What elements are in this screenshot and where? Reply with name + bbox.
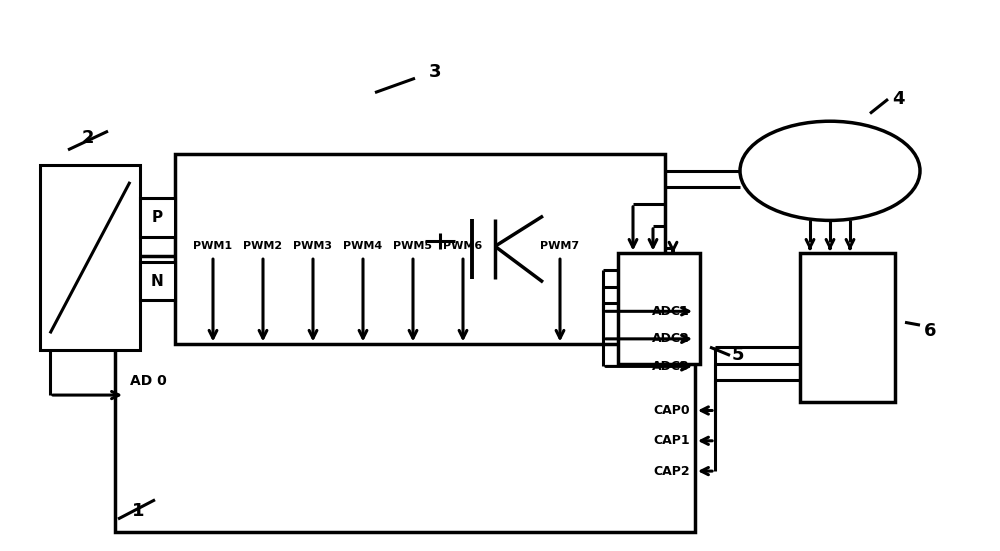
Text: PWM3: PWM3 (294, 241, 332, 251)
Text: CAP1: CAP1 (653, 434, 690, 447)
Bar (40, 165, 140, 350)
Bar (140, 198, 175, 237)
Text: PWM2: PWM2 (243, 241, 283, 251)
Text: PWM5: PWM5 (394, 241, 432, 251)
Text: 6: 6 (924, 322, 936, 339)
Text: AD 0: AD 0 (130, 374, 167, 388)
Text: 3: 3 (429, 63, 441, 80)
Text: PWM4: PWM4 (343, 241, 383, 251)
Text: PWM1: PWM1 (193, 241, 233, 251)
Text: PWM6: PWM6 (443, 241, 483, 251)
Bar (175, 154, 665, 344)
Bar (140, 262, 175, 300)
Bar (618, 253, 700, 364)
Text: P: P (152, 210, 163, 225)
Text: ADC3: ADC3 (652, 360, 690, 373)
Text: 2: 2 (82, 129, 94, 147)
Text: 5: 5 (732, 347, 744, 364)
Text: CAP0: CAP0 (653, 404, 690, 417)
Text: CAP2: CAP2 (653, 464, 690, 478)
Text: ADC1: ADC1 (652, 305, 690, 318)
Text: N: N (151, 273, 164, 289)
Text: ADC2: ADC2 (652, 332, 690, 345)
Text: PWM7: PWM7 (540, 241, 580, 251)
Bar (800, 253, 895, 402)
Text: 4: 4 (892, 90, 904, 108)
Text: 1: 1 (132, 502, 144, 520)
Bar (115, 256, 695, 532)
